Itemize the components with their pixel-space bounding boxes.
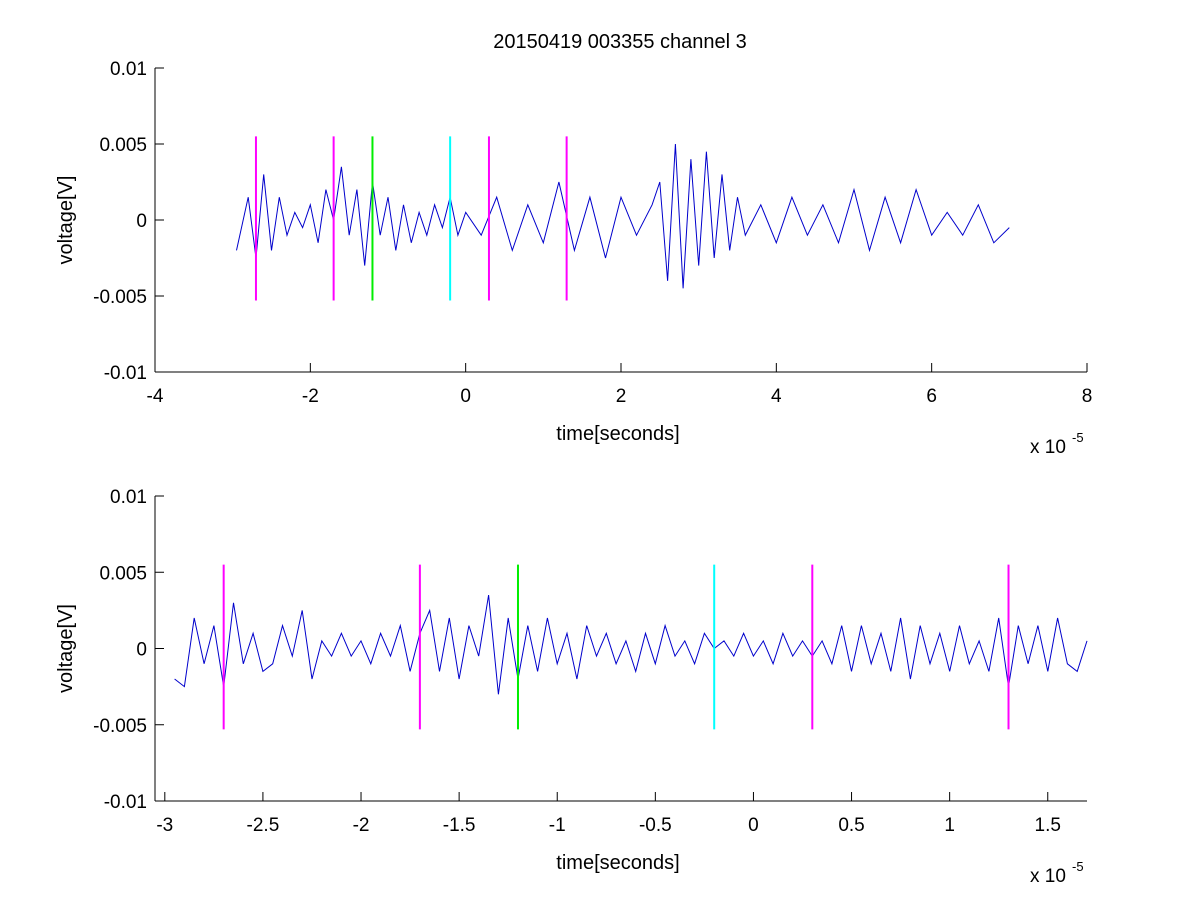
y-tick-label: 0.01 — [110, 487, 147, 508]
x-tick-label: -1 — [549, 815, 566, 836]
y-tick-label: -0.005 — [93, 716, 147, 737]
x-tick-label: -4 — [147, 386, 164, 407]
y-tick-label: 0 — [136, 640, 147, 661]
y-tick-label: -0.01 — [104, 363, 147, 384]
x-tick-label: 2 — [616, 386, 627, 407]
x-tick-label: 1.5 — [1035, 815, 1061, 836]
x-tick-label: 0 — [748, 815, 759, 836]
x-axis-label: time[seconds] — [556, 852, 679, 874]
x-axis-label: time[seconds] — [556, 423, 679, 445]
series-line — [236, 143, 1010, 289]
y-tick-label: 0 — [136, 211, 147, 232]
y-tick-label: -0.01 — [104, 792, 147, 813]
y-tick-label: 0.005 — [99, 563, 147, 584]
x-tick-label: -3 — [156, 815, 173, 836]
bottom-chart-panel: 0.01 0.005 0 -0.005 -0.01 -3 -2.5 -2 -1.5 -1 -0.5 0… — [55, 487, 1088, 887]
figure-title: 20150419 003355 channel 3 — [493, 31, 747, 53]
y-tick-label: -0.005 — [93, 287, 147, 308]
x-exponent-multiplier: x 10 — [1030, 866, 1066, 887]
x-exponent-power: -5 — [1072, 859, 1084, 874]
x-tick-label: 8 — [1082, 386, 1093, 407]
y-axis-label: voltage[V] — [55, 176, 77, 265]
x-exponent-multiplier: x 10 — [1030, 437, 1066, 458]
y-axis-label: voltage[V] — [55, 604, 77, 693]
x-tick-label: 4 — [771, 386, 782, 407]
x-tick-label: 0.5 — [838, 815, 864, 836]
x-tick-label: 1 — [944, 815, 955, 836]
x-tick-label: -2.5 — [247, 815, 280, 836]
y-tick-label: 0.01 — [110, 59, 147, 80]
x-tick-label: -2 — [302, 386, 319, 407]
x-tick-label: 6 — [926, 386, 937, 407]
x-exponent-power: -5 — [1072, 430, 1084, 445]
x-tick-label: -1.5 — [443, 815, 476, 836]
series-line — [174, 595, 1088, 695]
x-tick-label: -2 — [353, 815, 370, 836]
x-tick-label: -0.5 — [639, 815, 672, 836]
y-tick-label: 0.005 — [99, 135, 147, 156]
x-tick-label: 0 — [460, 386, 471, 407]
top-chart-panel: 0.01 0.005 0 -0.005 -0.01-4 -2 0 2 4 6 8 time[secon… — [55, 59, 1092, 458]
